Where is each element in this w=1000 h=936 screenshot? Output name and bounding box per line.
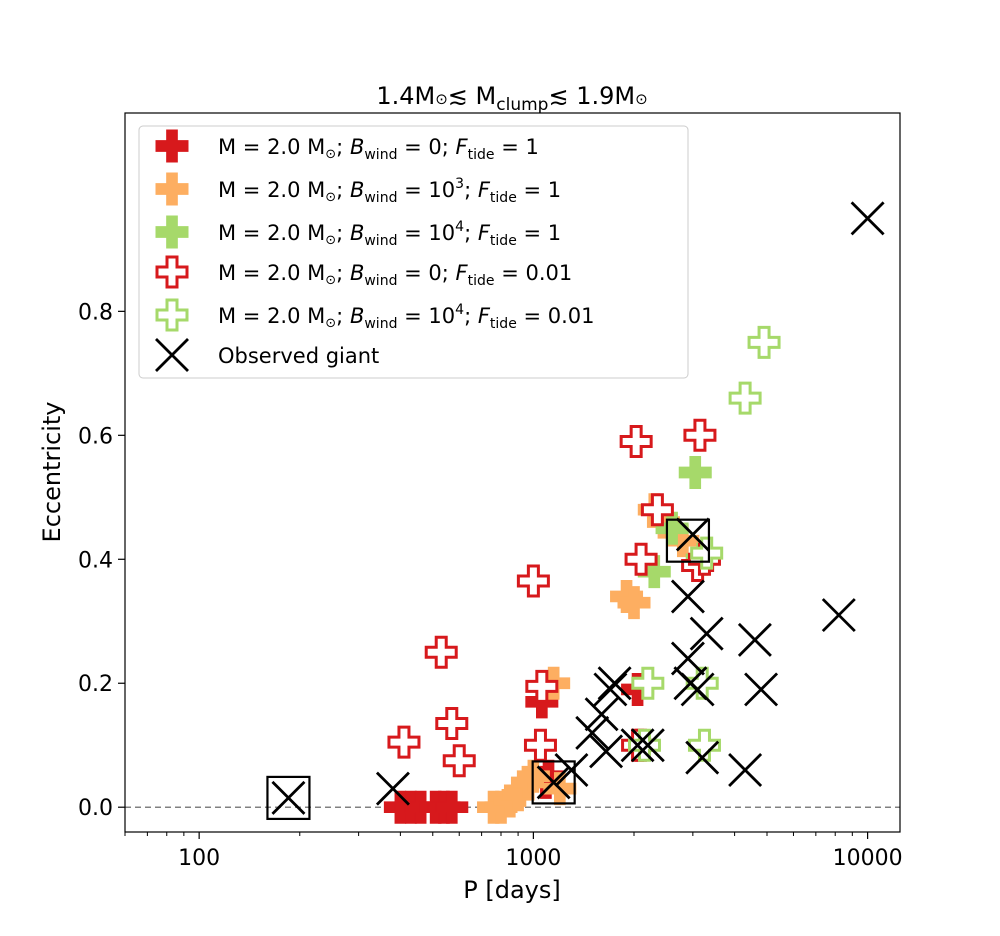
- point-observed: [744, 672, 779, 707]
- point-green-open: [728, 381, 762, 415]
- point-green-open: [631, 666, 665, 700]
- legend-label-orange-filled: M = 2.0 M⊙; Bwind = 103; Ftide = 1: [218, 176, 561, 206]
- point-green-open: [687, 728, 721, 762]
- point-red-filled: [435, 790, 469, 824]
- legend: M = 2.0 M⊙; Bwind = 0; Ftide = 1 M = 2.0…: [138, 125, 689, 379]
- legend-marker-green-filled: [155, 215, 189, 249]
- point-orange-filled: [617, 586, 651, 620]
- legend-label-green-open: M = 2.0 M⊙; Bwind = 104; Ftide = 0.01: [218, 302, 595, 332]
- point-green-filled: [678, 456, 712, 489]
- chart-title: 1.4M⊙≲ Mclump≲ 1.9M⊙: [376, 82, 647, 115]
- point-observed: [271, 780, 306, 815]
- y-tick-label: 0.8: [78, 300, 113, 325]
- point-observed: [670, 579, 705, 614]
- boxed-observed-marker: [665, 518, 711, 563]
- y-tick-label: 0.0: [78, 796, 113, 821]
- point-observed: [575, 715, 610, 750]
- boxed-observed-marker: [266, 775, 311, 821]
- point-observed: [850, 201, 885, 236]
- point-observed: [554, 753, 589, 788]
- point-observed: [630, 728, 665, 763]
- point-observed: [680, 672, 715, 707]
- point-observed: [685, 740, 720, 775]
- y-tick-label: 0.6: [78, 424, 113, 449]
- point-observed: [536, 765, 571, 800]
- point-observed: [675, 517, 710, 552]
- legend-label-red-filled: M = 2.0 M⊙; Bwind = 0; Ftide = 1: [218, 135, 539, 163]
- point-observed: [728, 753, 763, 788]
- legend-marker-green-open: [155, 298, 189, 332]
- point-red-open: [683, 418, 717, 452]
- point-observed: [584, 697, 619, 732]
- point-red-open: [624, 542, 658, 576]
- point-red-open: [619, 425, 653, 459]
- point-green-open: [747, 325, 781, 359]
- point-observed: [589, 734, 624, 769]
- point-green-open: [627, 728, 661, 762]
- y-tick-label: 0.4: [78, 548, 113, 573]
- point-green-open: [690, 536, 724, 570]
- point-red-open: [435, 707, 469, 741]
- x-axis-label: P [days]: [463, 876, 560, 904]
- y-axis-label: Eccentricity: [38, 402, 66, 543]
- legend-marker-red-filled: [155, 129, 189, 163]
- point-observed: [821, 598, 856, 633]
- point-red-open: [424, 635, 458, 669]
- point-red-open: [387, 725, 421, 759]
- legend-marker-observed: [155, 338, 189, 372]
- legend-label-red-open: M = 2.0 M⊙; Bwind = 0; Ftide = 0.01: [218, 261, 572, 289]
- point-observed: [689, 616, 724, 651]
- point-observed: [593, 672, 628, 707]
- point-red-open: [640, 493, 674, 527]
- point-red-open: [516, 564, 550, 598]
- point-observed: [375, 771, 410, 806]
- point-observed: [620, 728, 655, 763]
- point-red-open: [442, 744, 476, 778]
- point-red-open: [525, 669, 559, 703]
- y-tick-label: 0.2: [78, 672, 113, 697]
- x-tick-label: 1000: [505, 846, 561, 871]
- x-tick-label: 10000: [833, 846, 903, 871]
- point-observed: [597, 666, 632, 701]
- legend-marker-red-open: [155, 255, 189, 289]
- legend-box: [138, 125, 689, 379]
- plot-frame: [124, 112, 901, 833]
- legend-marker-orange-filled: [155, 172, 189, 206]
- legend-label-green-filled: M = 2.0 M⊙; Bwind = 104; Ftide = 1: [218, 219, 561, 249]
- boxed-observed-marker: [531, 760, 576, 805]
- point-observed: [737, 622, 772, 657]
- point-red-open: [523, 728, 557, 762]
- x-tick-label: 100: [178, 846, 220, 871]
- legend-label-observed: Observed giant: [218, 344, 379, 368]
